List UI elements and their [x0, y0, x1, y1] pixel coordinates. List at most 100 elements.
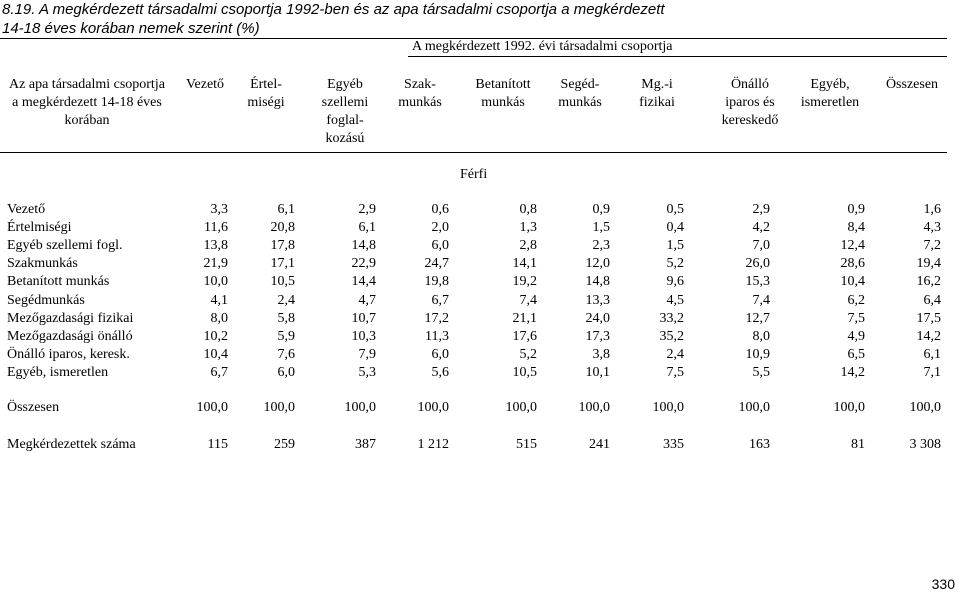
table-cell: 3,8 — [592, 346, 611, 362]
table-cell: 6,0 — [431, 238, 450, 254]
table-cell: 0,6 — [431, 202, 450, 217]
table-cell: 21,1 — [512, 310, 538, 326]
table-cell: 7,5 — [666, 364, 685, 380]
table-cell: 6,1 — [358, 220, 377, 236]
table-cell: 1,6 — [923, 202, 942, 217]
header-rule — [0, 152, 947, 153]
table-cell: 7,4 — [752, 292, 771, 308]
table-cell: 100,0 — [738, 400, 771, 415]
table-cell: 387 — [355, 437, 376, 452]
table-cell: 4,9 — [847, 328, 866, 344]
column-header: Betanított munkás — [475, 77, 531, 110]
table-cell: 0,9 — [592, 202, 611, 217]
row-label: Betanított munkás — [7, 274, 110, 290]
table-cell: 11,6 — [204, 220, 228, 236]
column-group-title: A megkérdezett 1992. évi társadalmi csop… — [412, 39, 673, 54]
page-number: 330 — [931, 576, 955, 592]
table-row: Segédmunkás 4,1 2,4 4,7 6,7 7,4 13,3 4,5 7,4 6,2 6… — [0, 292, 947, 310]
table-cell: 100,0 — [505, 400, 538, 415]
table-cell: 6,2 — [847, 292, 866, 308]
table-cell: 14,8 — [351, 238, 377, 254]
row-label: Segédmunkás — [7, 292, 85, 308]
table-cell: 4,5 — [666, 292, 685, 308]
table-cell: 6,1 — [923, 346, 942, 362]
table-cell: 10,5 — [270, 274, 296, 290]
table-cell: 10,1 — [585, 364, 611, 380]
table-cell: 10,0 — [203, 274, 229, 290]
table-cell: 17,8 — [270, 238, 296, 254]
table-cell: 1,5 — [666, 238, 685, 254]
table-cell: 19,8 — [424, 274, 450, 290]
table-title: 8.19. A megkérdezett társadalmi csoportj… — [2, 0, 665, 38]
table-cell: 5,8 — [277, 310, 296, 326]
column-header: Segéd-munkás — [558, 77, 602, 110]
table-cell: 17,3 — [585, 328, 611, 344]
table-cell: 1,3 — [519, 220, 538, 236]
table-cell: 12,7 — [745, 310, 771, 326]
table-cell: 3 308 — [909, 437, 942, 452]
row-label: Egyéb szellemi fogl. — [7, 238, 123, 254]
table-cell: 4,1 — [210, 292, 229, 308]
table-cell: 10,4 — [840, 274, 866, 290]
table-cell: 7,6 — [277, 346, 296, 362]
table-cell: 5,3 — [358, 364, 377, 380]
table-cell: 6,1 — [277, 202, 296, 217]
table-cell: 100,0 — [652, 400, 685, 415]
table-cell: 10,5 — [512, 364, 538, 380]
table-cell: 0,8 — [519, 202, 538, 217]
table-cell: 11,3 — [425, 328, 449, 344]
row-label: Egyéb, ismeretlen — [7, 364, 109, 380]
table-cell: 100,0 — [578, 400, 611, 415]
table-cell: 3,3 — [210, 202, 229, 217]
table-cell: 7,2 — [923, 238, 942, 254]
table-cell: 2,9 — [358, 202, 377, 217]
column-header: Egyéb szellemi foglal-kozású — [321, 77, 369, 146]
table-cell: 7,4 — [519, 292, 538, 308]
table-cell: 7,9 — [358, 346, 377, 362]
column-header: Szak-munkás — [398, 77, 442, 110]
table-cell: 6,5 — [847, 346, 866, 362]
table-cell: 16,2 — [916, 274, 942, 290]
table-cell: 10,7 — [351, 310, 377, 326]
row-label: Összesen — [7, 400, 60, 415]
table-cell: 5,2 — [519, 346, 538, 362]
table-cell: 6,7 — [210, 364, 229, 380]
table-cell: 17,5 — [916, 310, 942, 326]
table-cell: 8,0 — [752, 328, 771, 344]
table-row: Önálló iparos, keresk. 10,4 7,6 7,9 6,0 5,2 3,… — [0, 346, 947, 364]
table-cell: 163 — [749, 437, 770, 452]
table-cell: 0,9 — [847, 202, 866, 217]
table-cell: 8,4 — [847, 220, 866, 236]
table-cell: 21,9 — [203, 256, 229, 272]
column-header: Önálló iparos és kereskedő — [721, 77, 779, 128]
table-cell: 4,7 — [358, 292, 377, 308]
table-cell: 6,7 — [431, 292, 450, 308]
table-row: Vezető 3,3 6,1 2,9 0,6 0,8 0,9 0,5 2,9 0,9 1,6 — [0, 201, 947, 219]
table-cell: 5,2 — [666, 256, 685, 272]
table-cell: 100,0 — [196, 400, 229, 415]
top-rule — [0, 38, 947, 39]
row-label: Önálló iparos, keresk. — [7, 346, 130, 362]
table-cell: 2,4 — [666, 346, 685, 362]
table-cell: 2,8 — [519, 238, 538, 254]
table-cell: 2,4 — [277, 292, 296, 308]
column-header: Értel-miségi — [247, 77, 285, 110]
table-title-line-2: 14-18 éves korában nemek szerint (%) — [2, 20, 260, 37]
total-row: Összesen 100,0 100,0 100,0 100,0 100,0 100,0 10… — [0, 399, 947, 417]
count-row: Megkérdezettek száma 115 259 387 1 212 515 241… — [0, 436, 947, 454]
table-cell: 14,8 — [585, 274, 611, 290]
table-cell: 2,0 — [431, 220, 450, 236]
table-cell: 10,4 — [203, 346, 229, 362]
table-cell: 115 — [207, 437, 228, 452]
table-cell: 28,6 — [840, 256, 866, 272]
table-cell: 81 — [851, 437, 865, 452]
row-label: Mezőgazdasági fizikai — [7, 310, 134, 326]
table-cell: 4,2 — [752, 220, 771, 236]
table-cell: 14,4 — [351, 274, 377, 290]
table-cell: 335 — [663, 437, 684, 452]
row-label: Megkérdezettek száma — [7, 437, 136, 452]
table-cell: 241 — [589, 437, 610, 452]
table-row: Értelmiségi 11,6 20,8 6,1 2,0 1,3 1,5 0,4 4,2 8,4… — [0, 219, 947, 237]
column-header: Egyéb, ismeretlen — [800, 77, 860, 110]
table-cell: 8,0 — [210, 310, 229, 326]
